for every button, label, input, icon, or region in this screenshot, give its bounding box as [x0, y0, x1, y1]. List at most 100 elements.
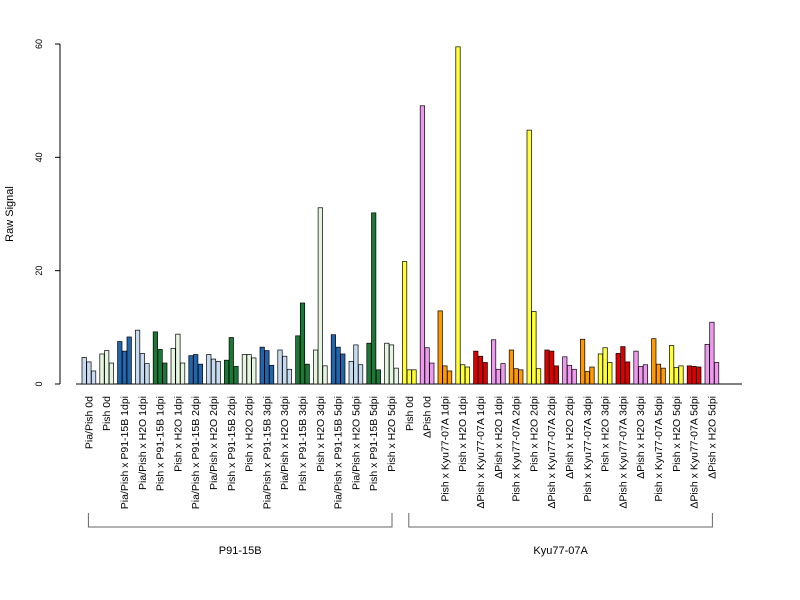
category-label: Pia/Pish x H2O 5dpi [350, 396, 362, 490]
bar [536, 368, 542, 385]
category-label: ΔPish 0d [422, 396, 434, 438]
bar [233, 366, 239, 385]
bar [121, 350, 128, 385]
bar [531, 311, 537, 385]
bar [655, 363, 662, 385]
category-label: Pia/Pish x P91-15B 1dpi [119, 396, 131, 509]
bar [500, 363, 506, 385]
category-label: Pish x H2O 1dpi [457, 396, 469, 472]
category-label: Pish x H2O 3dpi [600, 396, 612, 472]
bar [491, 339, 497, 385]
category-label: ΔPish x Kyu77-07A 1dpi [475, 396, 487, 509]
bar [549, 350, 555, 385]
bar [580, 338, 586, 385]
category-label: Pia/Pish x P91-15B 5dpi [333, 396, 345, 509]
bar [180, 362, 186, 385]
bar [544, 349, 550, 385]
category-label: Pish 0d [404, 396, 416, 431]
category-label: ΔPish x Kyu77-07A 2dpi [546, 396, 558, 509]
bar [322, 365, 328, 385]
bar [602, 347, 608, 385]
bar [464, 366, 470, 385]
bar [228, 337, 234, 385]
category-label: Pish x P91-15B 1dpi [155, 396, 167, 491]
y-tick-label: 60 [34, 39, 44, 49]
bar [625, 361, 631, 385]
bar [313, 349, 319, 385]
category-label: Pish x P91-15B 5dpi [368, 396, 380, 491]
bar [366, 342, 372, 385]
bar [340, 353, 346, 385]
bar [277, 349, 283, 385]
category-label: Pish x P91-15B 3dpi [297, 396, 309, 491]
bar [526, 129, 532, 385]
category-label: Pish x H2O 5dpi [386, 396, 398, 472]
group-bracket [408, 513, 713, 528]
bar [513, 368, 519, 385]
bar [264, 350, 270, 385]
bar [358, 364, 364, 385]
bar [210, 358, 217, 385]
bar [429, 362, 435, 385]
bar [135, 329, 141, 385]
bar [371, 212, 377, 385]
category-label: Pia/Pish x P91-15B 2dpi [190, 396, 202, 509]
bar [691, 366, 697, 385]
bar [437, 310, 443, 385]
bar [139, 353, 145, 385]
bar [477, 355, 484, 385]
bar [411, 369, 417, 385]
category-label: Pia/Pish x H2O 1dpi [137, 396, 149, 490]
bar [317, 207, 323, 385]
bar [175, 333, 181, 385]
bar [651, 338, 657, 385]
bar [642, 364, 648, 385]
bar [353, 344, 359, 385]
bar [299, 302, 306, 385]
bar [615, 353, 621, 385]
group-label: P91-15B [219, 545, 262, 557]
category-label: Pish x H2O 2dpi [528, 396, 540, 472]
bar [282, 355, 288, 385]
bar [571, 368, 577, 385]
bar [144, 363, 150, 385]
bar [188, 355, 194, 385]
bar [424, 347, 430, 385]
bar [678, 365, 684, 385]
bar [406, 369, 412, 385]
bars [81, 46, 720, 385]
bar [442, 365, 448, 385]
group-label: Kyu77-07A [533, 545, 588, 557]
bar [117, 341, 123, 385]
bar [104, 350, 110, 385]
y-tick-label: 20 [34, 266, 44, 276]
bar [686, 365, 692, 385]
bar [126, 336, 132, 385]
category-label: Pish x H2O 5dpi [671, 396, 683, 472]
bar [607, 362, 613, 385]
bar [597, 353, 603, 385]
y-tick-label: 40 [34, 152, 44, 162]
category-label: Pish x P91-15B 2dpi [226, 396, 238, 491]
bar [162, 362, 168, 385]
category-label: Pia/Pish 0d [83, 396, 95, 449]
bar [633, 350, 639, 385]
bar [384, 342, 390, 385]
category-label: Pish 0d [101, 396, 113, 431]
bar [696, 366, 702, 385]
category-label: Pish x H2O 1dpi [172, 396, 184, 472]
bar [660, 367, 666, 385]
category-label: Pia/Pish x H2O 3dpi [279, 396, 291, 490]
bar [197, 363, 203, 385]
category-label: ΔPish x Kyu77-07A 3dpi [617, 396, 629, 509]
bar [215, 360, 221, 385]
bar [584, 371, 590, 385]
y-tick-label: 0 [34, 381, 44, 386]
bar [348, 360, 354, 385]
bar [206, 354, 212, 385]
bar [495, 368, 501, 385]
y-axis: 0 20 40 60 [34, 39, 61, 387]
bar [269, 364, 275, 385]
category-label: ΔPish x H2O 3dpi [635, 396, 647, 479]
bar [566, 364, 573, 385]
